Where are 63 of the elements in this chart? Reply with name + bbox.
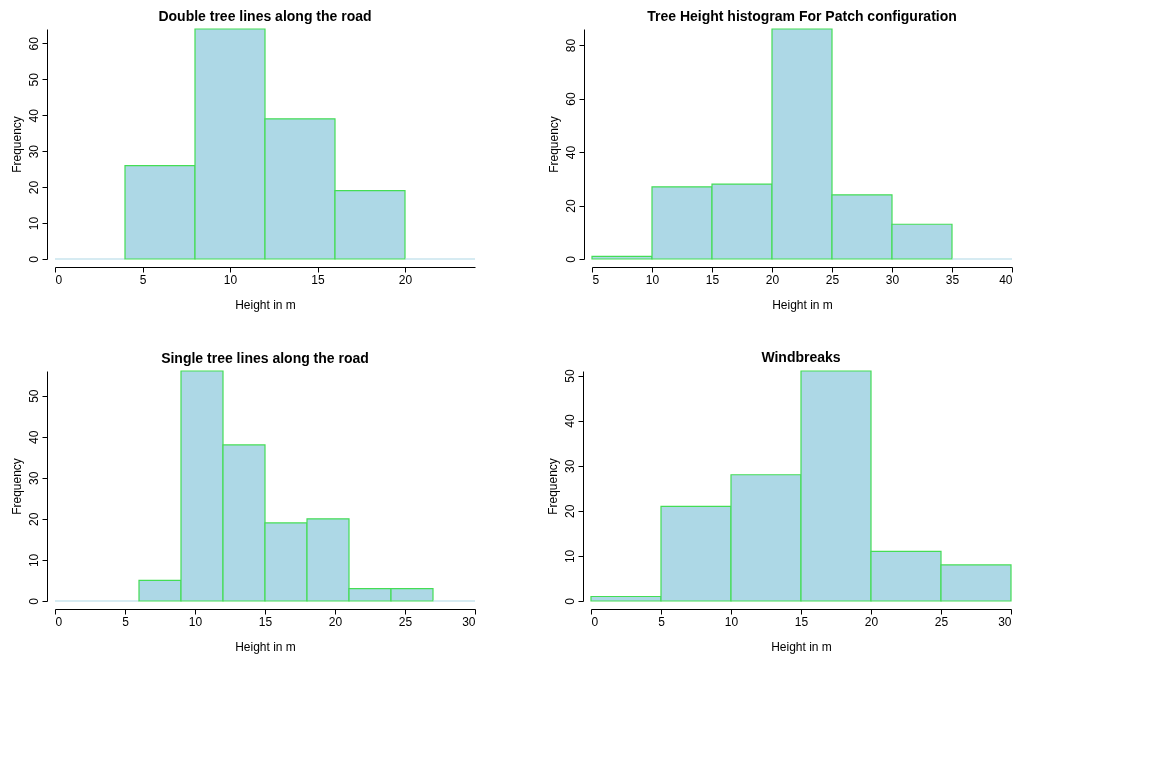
y-tick-label: 50 — [26, 389, 41, 403]
x-tick-label: 30 — [462, 614, 476, 629]
y-tick-label: 20 — [563, 199, 578, 213]
x-tick-label: 15 — [705, 272, 720, 287]
chart-title: Single tree lines along the road — [161, 350, 369, 367]
x-tick-label: 5 — [139, 272, 147, 287]
x-tick-label: 25 — [934, 614, 949, 629]
x-tick-label: 10 — [223, 272, 238, 287]
x-tick-label: 20 — [765, 272, 780, 287]
x-tick-label: 10 — [724, 614, 739, 629]
x-tick-label: 5 — [592, 272, 600, 287]
y-tick-label: 30 — [26, 144, 41, 159]
x-tick-label: 25 — [398, 614, 413, 629]
y-tick-label: 20 — [26, 180, 41, 195]
x-tick-label: 15 — [311, 272, 325, 287]
x-tick-label: 10 — [645, 272, 660, 287]
y-tick-label: 20 — [562, 504, 577, 518]
x-axis-title: Height in m — [235, 639, 296, 654]
x-tick-label: 20 — [398, 272, 413, 287]
x-tick-label: 0 — [591, 614, 599, 629]
x-tick-label: 15 — [794, 614, 809, 629]
x-tick-label: 5 — [658, 614, 666, 629]
y-tick-label: 0 — [26, 255, 41, 263]
y-axis-title: Frequency — [9, 458, 24, 515]
y-tick-label: 10 — [26, 553, 41, 568]
x-tick-label: 30 — [998, 614, 1012, 629]
y-tick-label: 80 — [563, 38, 578, 53]
y-tick-label: 20 — [26, 512, 41, 527]
y-tick-label: 30 — [26, 471, 41, 485]
y-axis-title: Frequency — [545, 458, 560, 515]
x-axis-title: Height in m — [771, 639, 832, 654]
y-tick-label: 40 — [563, 145, 578, 160]
y-tick-label: 10 — [26, 216, 41, 231]
chart-title: Windbreaks — [761, 348, 841, 365]
y-tick-label: 0 — [563, 255, 578, 263]
chart-title: Double tree lines along the road — [158, 8, 372, 25]
x-tick-label: 0 — [55, 272, 63, 287]
x-tick-label: 15 — [258, 614, 273, 629]
x-tick-label: 40 — [999, 272, 1013, 287]
x-tick-label: 20 — [328, 614, 343, 629]
x-tick-label: 5 — [122, 614, 130, 629]
y-axis-title: Frequency — [546, 116, 561, 173]
y-tick-label: 10 — [562, 549, 577, 564]
x-tick-label: 20 — [864, 614, 879, 629]
y-tick-label: 40 — [26, 108, 41, 123]
x-tick-label: 25 — [825, 272, 840, 287]
y-tick-label: 40 — [562, 414, 577, 428]
y-tick-label: 60 — [563, 92, 578, 106]
y-tick-label: 40 — [26, 430, 41, 444]
x-axis-title: Height in m — [235, 297, 296, 312]
x-tick-label: 35 — [945, 272, 960, 287]
y-axis-title: Frequency — [9, 116, 24, 173]
x-tick-label: 30 — [885, 272, 900, 287]
y-tick-label: 30 — [562, 459, 577, 473]
y-tick-label: 0 — [26, 597, 41, 605]
y-tick-label: 50 — [26, 72, 41, 87]
chart-title: Tree Height histogram For Patch configuration — [647, 8, 957, 25]
x-tick-label: 10 — [188, 614, 203, 629]
y-tick-label: 50 — [562, 369, 577, 383]
y-tick-label: 60 — [26, 36, 41, 51]
x-tick-label: 0 — [55, 614, 63, 629]
y-tick-label: 0 — [562, 597, 577, 605]
x-axis-title: Height in m — [772, 297, 833, 312]
